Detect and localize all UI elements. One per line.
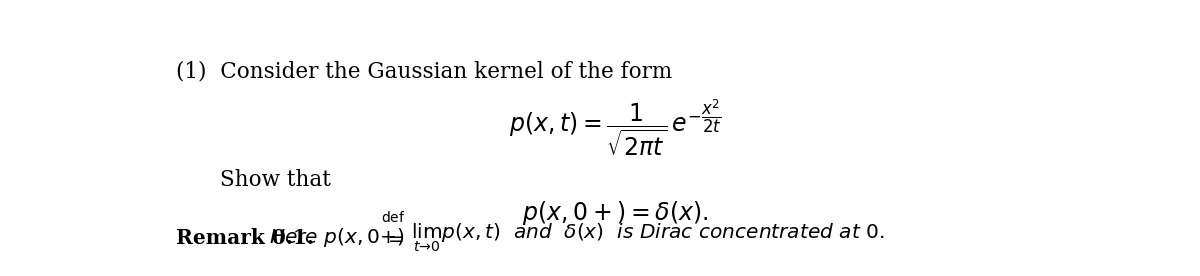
Text: $\lim_{t\to 0} p(x,t)$  $\mathit{and}$  $\delta(x)$  $\mathit{is\ Dirac\ concent: $\lim_{t\to 0} p(x,t)$ $\mathit{and}$ $\… <box>412 221 886 254</box>
Text: (1)  Consider the Gaussian kernel of the form: (1) Consider the Gaussian kernel of the … <box>176 60 672 82</box>
Text: $p(x,t) = \dfrac{1}{\sqrt{2\pi t}}\,e^{-\dfrac{x^2}{2t}}$: $p(x,t) = \dfrac{1}{\sqrt{2\pi t}}\,e^{-… <box>509 97 721 158</box>
Text: $\mathrm{def}$: $\mathrm{def}$ <box>382 210 406 225</box>
Text: Show that: Show that <box>220 169 331 191</box>
Text: $=$: $=$ <box>384 228 404 247</box>
Text: Remark 0.1.: Remark 0.1. <box>176 228 314 248</box>
Text: $p(x,0+) = \delta(x).$: $p(x,0+) = \delta(x).$ <box>522 199 708 227</box>
Text: $\mathit{Here}\ p(x,0{+})$: $\mathit{Here}\ p(x,0{+})$ <box>269 226 404 249</box>
